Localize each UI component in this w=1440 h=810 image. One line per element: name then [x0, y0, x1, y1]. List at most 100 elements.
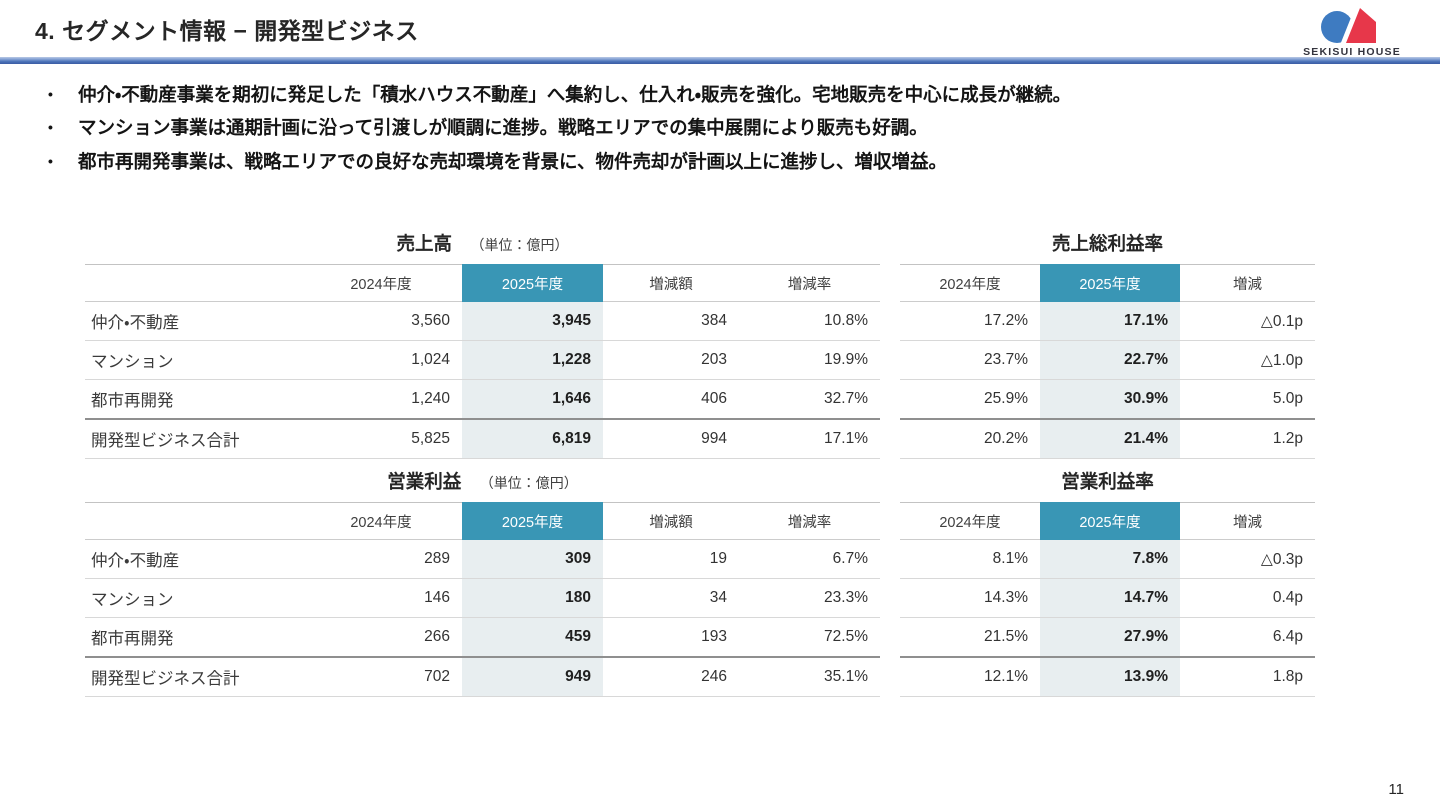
table-row: 都市再開発 266 459 193 72.5%: [85, 617, 880, 658]
table-cell: 1.8p: [1180, 656, 1315, 697]
table-cell: 17.2%: [900, 301, 1040, 341]
table-row: 23.7% 22.7% △1.0p: [900, 340, 1315, 380]
row-label: 開発型ビジネス合計: [85, 656, 300, 697]
table-row: 21.5% 27.9% 6.4p: [900, 617, 1315, 658]
table-cell: 17.1%: [1040, 301, 1180, 341]
header-row: 2024年度 2025年度 増減: [900, 264, 1315, 302]
table-title-text: 営業利益率: [1061, 471, 1154, 492]
table-cell: 19: [603, 539, 739, 579]
column-header: 2025年度: [462, 264, 603, 302]
header-row: 2024年度 2025年度 増減: [900, 502, 1315, 540]
table-cell: 180: [462, 578, 603, 618]
table-row: マンション 1,024 1,228 203 19.9%: [85, 340, 880, 380]
table-cell: 8.1%: [900, 539, 1040, 579]
table-cell: 19.9%: [739, 340, 880, 380]
gross-margin-table-section: 売上総利益率 2024年度 2025年度 増減 17.2% 17.1% △0.1p 23.7…: [900, 230, 1315, 459]
table-title: 営業利益 （単位：億円）: [85, 468, 880, 496]
table-cell: 309: [462, 539, 603, 579]
operating-margin-table-section: 営業利益率 2024年度 2025年度 増減 8.1% 7.8% △0.3p 14.3% 14…: [900, 468, 1315, 697]
table-cell: 246: [603, 656, 739, 697]
row-label: 都市再開発: [85, 617, 300, 658]
row-label: 仲介・不動産: [85, 301, 300, 341]
sales-table: 2024年度 2025年度 増減額 増減率 仲介・不動産 3,560 3,945 384 10.…: [85, 264, 880, 459]
table-unit-label: （単位：億円）: [479, 475, 578, 491]
key-point-text: マンション事業は通期計画に沿って引渡しが順調に進捗。戦略エリアでの集中展開により…: [78, 117, 928, 139]
header-row: 2024年度 2025年度 増減額 増減率: [85, 264, 880, 302]
table-title: 営業利益率: [900, 468, 1315, 496]
table-cell: 146: [300, 578, 462, 618]
table-cell: 23.7%: [900, 340, 1040, 380]
column-header: 増減額: [603, 502, 739, 540]
table-cell: 1,024: [300, 340, 462, 380]
table-cell: 14.7%: [1040, 578, 1180, 618]
table-cell: 6,819: [462, 418, 603, 459]
column-header: 2025年度: [462, 502, 603, 540]
bullet-icon: •: [48, 152, 53, 169]
table-cell: 994: [603, 418, 739, 459]
table-cell: 22.7%: [1040, 340, 1180, 380]
sekisui-house-logo: SEKISUI HOUSE: [1297, 5, 1407, 58]
table-row: 開発型ビジネス合計 702 949 246 35.1%: [85, 656, 880, 697]
table-cell: 5,825: [300, 418, 462, 459]
table-cell: 35.1%: [739, 656, 880, 697]
table-cell: 27.9%: [1040, 617, 1180, 658]
row-label: 都市再開発: [85, 379, 300, 420]
column-header: [85, 264, 300, 302]
table-cell: △0.3p: [1180, 539, 1315, 579]
table-cell: 0.4p: [1180, 578, 1315, 618]
key-point: • 都市再開発事業は、戦略エリアでの良好な売却環境を背景に、物件売却が計画以上に…: [46, 151, 1071, 172]
column-header: 増減: [1180, 502, 1315, 540]
table-cell: 21.5%: [900, 617, 1040, 658]
bullet-icon: •: [48, 119, 53, 136]
table-cell: △0.1p: [1180, 301, 1315, 341]
table-cell: 289: [300, 539, 462, 579]
table-cell: 13.9%: [1040, 656, 1180, 697]
column-header: [85, 502, 300, 540]
table-cell: 1,240: [300, 379, 462, 420]
table-row: 仲介・不動産 289 309 19 6.7%: [85, 539, 880, 579]
table-title: 売上高 （単位：億円）: [85, 230, 880, 258]
row-label: マンション: [85, 578, 300, 618]
row-label: 仲介・不動産: [85, 539, 300, 579]
table-cell: 23.3%: [739, 578, 880, 618]
table-row: 17.2% 17.1% △0.1p: [900, 301, 1315, 341]
table-cell: 6.7%: [739, 539, 880, 579]
key-point: • マンション事業は通期計画に沿って引渡しが順調に進捗。戦略エリアでの集中展開に…: [46, 117, 1071, 138]
column-header: 増減: [1180, 264, 1315, 302]
table-cell: 12.1%: [900, 656, 1040, 697]
table-cell: 3,560: [300, 301, 462, 341]
table-cell: 30.9%: [1040, 379, 1180, 420]
table-cell: 406: [603, 379, 739, 420]
table-cell: 949: [462, 656, 603, 697]
table-cell: 3,945: [462, 301, 603, 341]
column-header: 2025年度: [1040, 264, 1180, 302]
header-divider: [0, 57, 1440, 64]
table-cell: 1,646: [462, 379, 603, 420]
sekisui-house-logo-icon: [1321, 8, 1376, 43]
gross-margin-table: 2024年度 2025年度 増減 17.2% 17.1% △0.1p 23.7% 22.7% △…: [900, 264, 1315, 459]
table-cell: 14.3%: [900, 578, 1040, 618]
column-header: 増減額: [603, 264, 739, 302]
operating-income-table-section: 営業利益 （単位：億円） 2024年度 2025年度 増減額 増減率 仲介・不動産 289…: [85, 468, 880, 697]
table-row: 開発型ビジネス合計 5,825 6,819 994 17.1%: [85, 418, 880, 459]
table-cell: 34: [603, 578, 739, 618]
table-cell: △1.0p: [1180, 340, 1315, 380]
table-row: 14.3% 14.7% 0.4p: [900, 578, 1315, 618]
column-header: 増減率: [739, 502, 880, 540]
table-cell: 25.9%: [900, 379, 1040, 420]
table-cell: 10.8%: [739, 301, 880, 341]
table-cell: 6.4p: [1180, 617, 1315, 658]
table-row: 8.1% 7.8% △0.3p: [900, 539, 1315, 579]
table-title-text: 売上総利益率: [1051, 233, 1163, 254]
table-cell: 203: [603, 340, 739, 380]
table-cell: 5.0p: [1180, 379, 1315, 420]
key-points-list: • 仲介・不動産事業を期初に発足した「積水ハウス不動産」へ集約し、仕入れ・販売を…: [46, 84, 1071, 184]
table-cell: 384: [603, 301, 739, 341]
table-cell: 7.8%: [1040, 539, 1180, 579]
table-row: 25.9% 30.9% 5.0p: [900, 379, 1315, 420]
table-cell: 1,228: [462, 340, 603, 380]
column-header: 増減率: [739, 264, 880, 302]
page-number: 11: [1388, 781, 1404, 798]
table-cell: 266: [300, 617, 462, 658]
column-header: 2024年度: [900, 502, 1040, 540]
